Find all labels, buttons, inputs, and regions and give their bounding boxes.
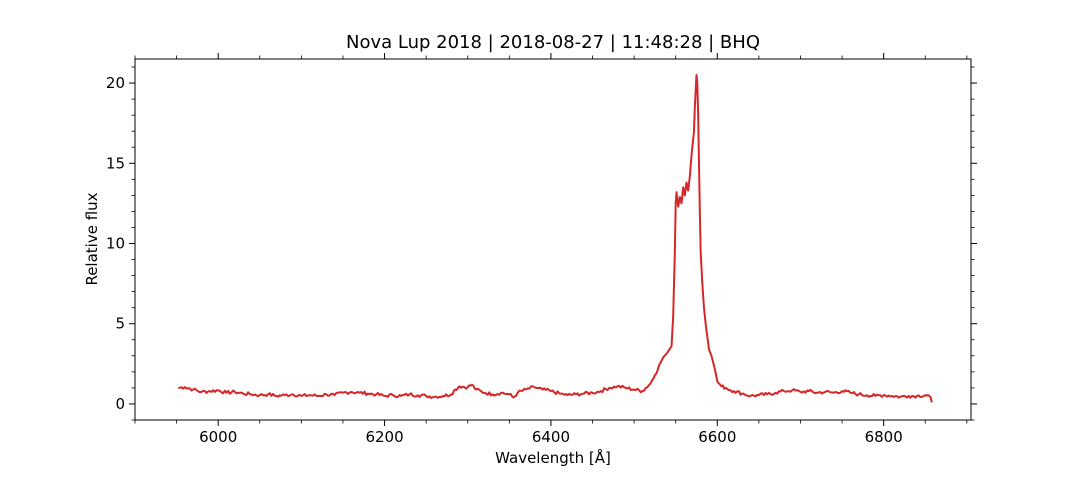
chart-title: Nova Lup 2018 | 2018-08-27 | 11:48:28 | …: [346, 32, 760, 53]
x-tick-label: 6000: [199, 428, 237, 446]
plot-area: [178, 74, 933, 403]
y-tick-label: 0: [115, 395, 125, 413]
x-tick-label: 6400: [532, 428, 570, 446]
x-tick-label: 6800: [865, 428, 903, 446]
plot-frame: [134, 58, 972, 421]
y-tick-label: 10: [106, 235, 125, 253]
x-tick-label: 6200: [365, 428, 403, 446]
spectrum-line: [178, 74, 933, 403]
x-tick-label: 6600: [698, 428, 736, 446]
axis-ticks: 6000 6200 6400 6600 6800 0 5 10 15 20: [106, 53, 977, 446]
y-tick-label: 5: [115, 315, 125, 333]
y-tick-label: 15: [106, 154, 125, 172]
y-tick-label: 20: [106, 74, 125, 92]
y-axis-label: Relative flux: [83, 192, 101, 285]
x-axis-label: Wavelength [Å]: [495, 448, 611, 467]
